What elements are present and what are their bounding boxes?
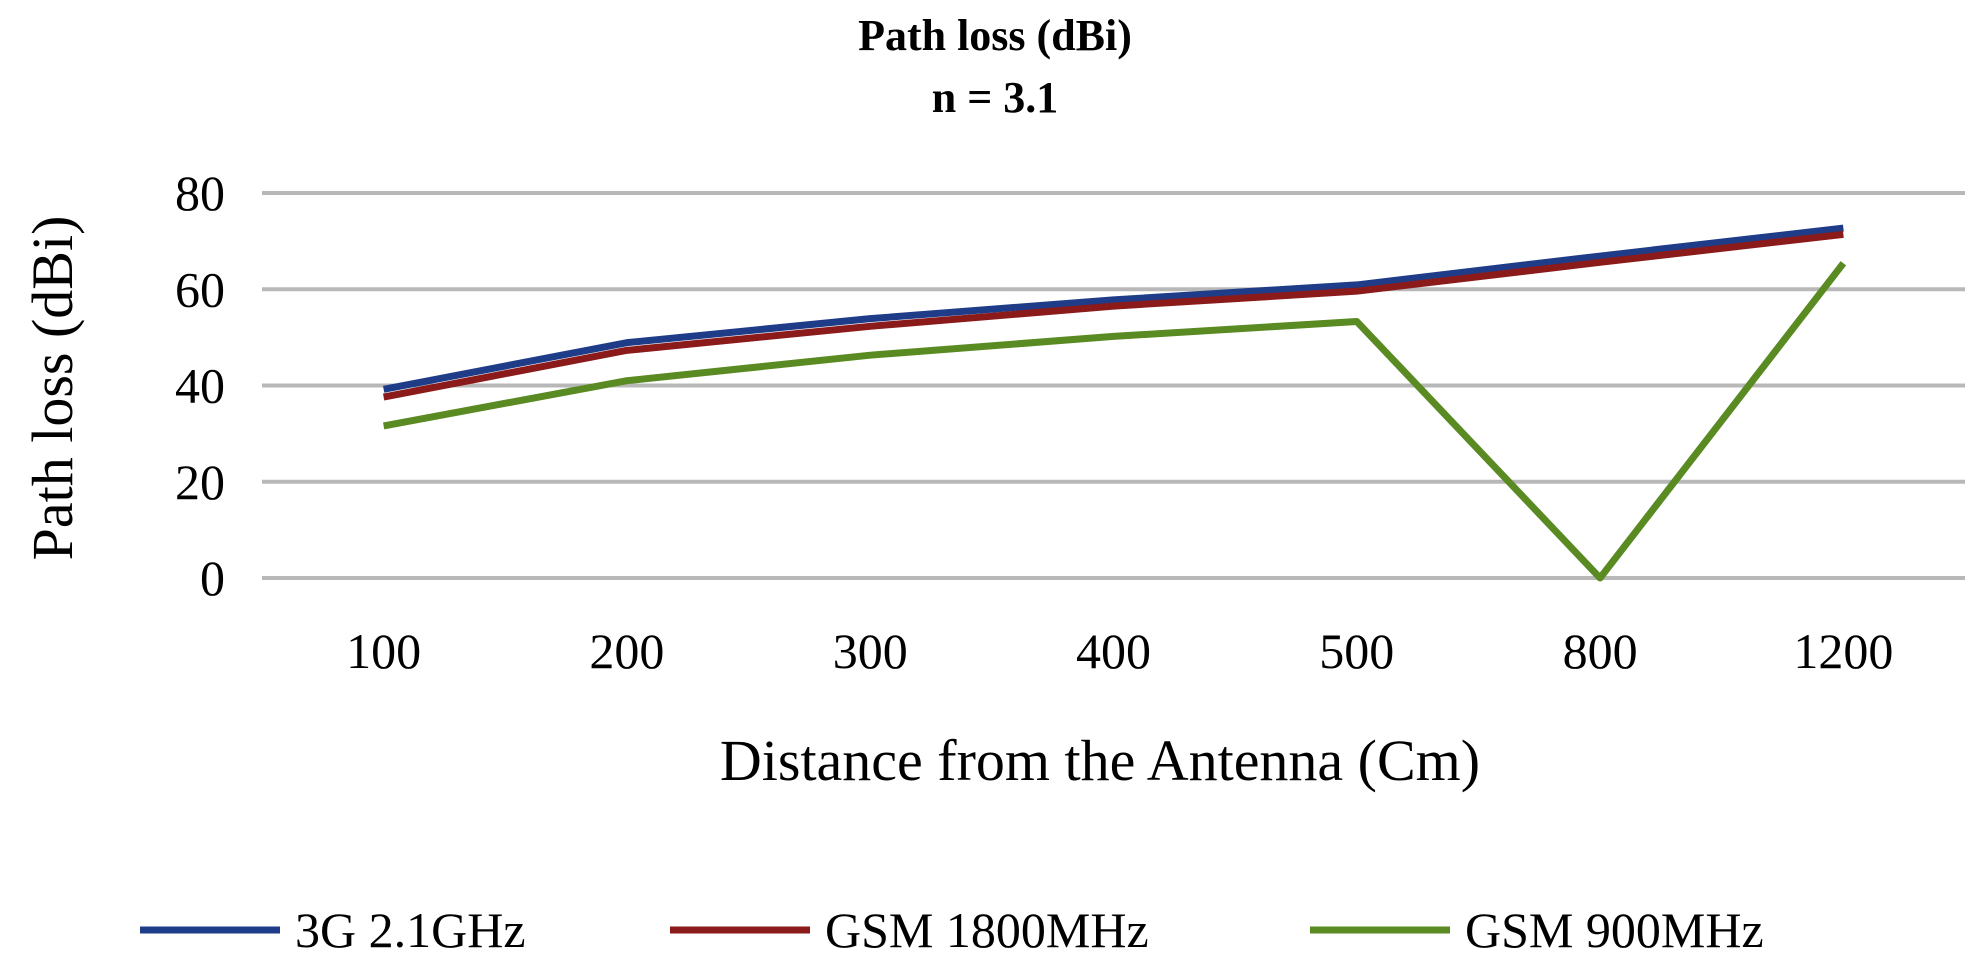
x-tick-label: 1200 — [1793, 623, 1893, 679]
x-tick-label: 500 — [1319, 623, 1394, 679]
y-tick-label: 20 — [175, 454, 225, 510]
x-tick-label: 200 — [589, 623, 664, 679]
y-tick-label: 0 — [200, 550, 225, 606]
y-tick-label: 40 — [175, 358, 225, 414]
y-axis-label: Path loss (dBi) — [20, 216, 85, 561]
legend-label: 3G 2.1GHz — [295, 902, 526, 952]
y-tick-label: 60 — [175, 261, 225, 317]
legend-label: GSM 900MHz — [1465, 902, 1764, 952]
x-axis-label: Distance from the Antenna (Cm) — [720, 728, 1480, 793]
legend-item: 3G 2.1GHz — [140, 902, 526, 952]
series-line-1 — [384, 234, 1844, 397]
x-tick-label: 300 — [833, 623, 908, 679]
legend-label: GSM 1800MHz — [825, 902, 1149, 952]
legend-item: GSM 1800MHz — [670, 902, 1149, 952]
chart-subtitle: n = 3.1 — [932, 73, 1059, 122]
chart-title: Path loss (dBi) — [858, 11, 1132, 60]
x-tick-label: 100 — [346, 623, 421, 679]
x-tick-label: 800 — [1563, 623, 1638, 679]
series-line-2 — [384, 263, 1844, 578]
x-tick-label: 400 — [1076, 623, 1151, 679]
legend-item: GSM 900MHz — [1310, 902, 1764, 952]
y-tick-label: 80 — [175, 165, 225, 221]
